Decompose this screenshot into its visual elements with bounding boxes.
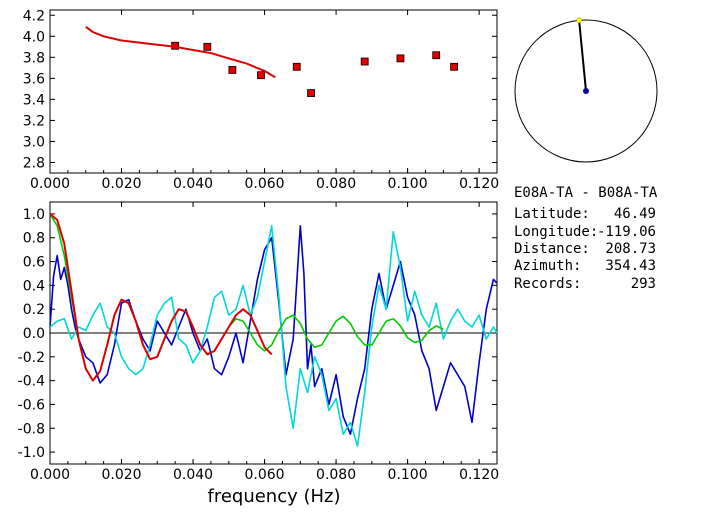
- data-point: [450, 62, 458, 71]
- y-tick-label: 3.8: [23, 50, 45, 66]
- series-line-3: [49, 213, 273, 382]
- data-point: [203, 42, 212, 51]
- top-plot-series: [85, 25, 458, 97]
- data-point: [228, 66, 237, 74]
- y-tick-label: -0.4: [18, 374, 45, 390]
- bottom-plot: 0.000 0.020 0.040 0.060 0.080 0.100 0.120 1.0 0.…: [18, 201, 499, 507]
- records-label: Records:: [514, 276, 581, 292]
- y-tick-label: 0.4: [23, 278, 45, 294]
- azimuth-label: Azimuth:: [514, 258, 581, 274]
- x-tick-label: 0.040: [173, 467, 213, 483]
- x-tick-label: 0.080: [316, 176, 356, 192]
- info-row-latitude: Latitude: 46.49: [514, 206, 656, 222]
- y-tick-label: 0.8: [23, 231, 45, 247]
- y-tick-label: 4.2: [23, 8, 45, 24]
- dial-circle: [514, 19, 658, 163]
- x-tick-label: 0.100: [388, 176, 428, 192]
- x-axis-title: frequency (Hz): [207, 486, 340, 507]
- azimuth-value: 354.43: [605, 258, 656, 274]
- y-tick-label: 0.2: [23, 302, 45, 318]
- x-tick-label: 0.100: [388, 467, 428, 483]
- dial-tip-marker: [576, 17, 582, 24]
- info-row-azimuth: Azimuth: 354.43: [514, 258, 656, 274]
- info-row-longitude: Longitude: -119.06: [514, 224, 656, 240]
- y-tick-label: -0.2: [18, 350, 45, 366]
- bottom-plot-series: [49, 213, 498, 447]
- series-line-1: [49, 225, 498, 447]
- x-tick-label: 0.000: [30, 467, 70, 483]
- dial-needle: [578, 20, 587, 92]
- top-plot-axes: 0.000 0.020 0.040 0.060 0.080 0.100 0.120 2.8 3.…: [23, 8, 499, 192]
- x-tick-label: 0.120: [459, 176, 499, 192]
- info-row-records: Records: 293: [514, 276, 656, 292]
- data-point: [396, 54, 405, 63]
- y-tick-label: 3.0: [23, 134, 45, 150]
- data-point: [360, 57, 369, 66]
- data-point: [432, 51, 441, 60]
- top-plot-frame: [49, 9, 498, 174]
- y-tick-label: 0.0: [23, 326, 45, 342]
- y-tick-label: 3.2: [23, 113, 45, 129]
- station-info: E08A-TA - B08A-TA Latitude: 46.49 Longit…: [514, 185, 658, 292]
- distance-label: Distance:: [514, 241, 590, 257]
- records-value: 293: [631, 276, 656, 292]
- info-row-distance: Distance: 208.73: [514, 241, 656, 257]
- top-plot: 0.000 0.020 0.040 0.060 0.080 0.100 0.120 2.8 3.…: [23, 8, 499, 192]
- y-tick-label: -0.6: [18, 397, 45, 413]
- data-point: [292, 62, 301, 71]
- x-tick-label: 0.040: [173, 176, 213, 192]
- x-tick-label: 0.000: [30, 176, 70, 192]
- data-point: [307, 89, 315, 97]
- x-tick-label: 0.060: [245, 176, 285, 192]
- dial-center-marker: [583, 88, 589, 94]
- x-tick-label: 0.020: [101, 467, 141, 483]
- latitude-label: Latitude:: [514, 206, 590, 222]
- y-tick-label: 0.6: [23, 255, 45, 271]
- x-tick-label: 0.020: [101, 176, 141, 192]
- longitude-value: -119.06: [597, 224, 656, 240]
- y-tick-label: -0.8: [18, 421, 45, 437]
- longitude-label: Longitude:: [514, 224, 598, 240]
- series-line-1: [85, 25, 276, 79]
- x-tick-label: 0.080: [316, 467, 356, 483]
- azimuth-dial: [514, 17, 658, 163]
- station-pair: E08A-TA - B08A-TA: [514, 185, 658, 201]
- x-tick-label: 0.060: [245, 467, 285, 483]
- distance-value: 208.73: [605, 241, 656, 257]
- y-tick-label: 2.8: [23, 155, 45, 171]
- bottom-plot-axes: 0.000 0.020 0.040 0.060 0.080 0.100 0.120 1.0 0.…: [18, 202, 499, 483]
- y-tick-label: 4.0: [23, 29, 45, 45]
- y-tick-label: 3.4: [23, 92, 45, 108]
- y-tick-label: 3.6: [23, 71, 45, 87]
- data-point: [257, 71, 265, 80]
- y-tick-label: -1.0: [18, 445, 45, 461]
- x-tick-label: 0.120: [459, 467, 499, 483]
- latitude-value: 46.49: [614, 206, 656, 222]
- y-tick-label: 1.0: [23, 207, 45, 223]
